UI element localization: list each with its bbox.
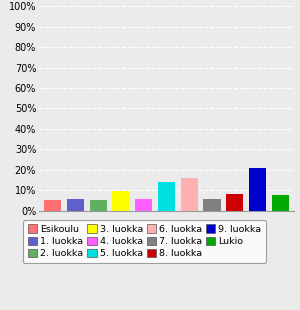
Bar: [112, 191, 130, 211]
Bar: [249, 168, 266, 211]
Bar: [181, 178, 198, 211]
Bar: [158, 182, 175, 211]
Bar: [67, 198, 84, 211]
Legend: Esikoulu, 1. luokka, 2. luokka, 3. luokka, 4. luokka, 5. luokka, 6. luokka, 7. l: Esikoulu, 1. luokka, 2. luokka, 3. luokk…: [23, 219, 266, 263]
Bar: [203, 198, 220, 211]
Bar: [226, 194, 243, 211]
Bar: [272, 195, 289, 211]
Bar: [135, 198, 152, 211]
Bar: [44, 200, 61, 211]
Bar: [90, 200, 107, 211]
